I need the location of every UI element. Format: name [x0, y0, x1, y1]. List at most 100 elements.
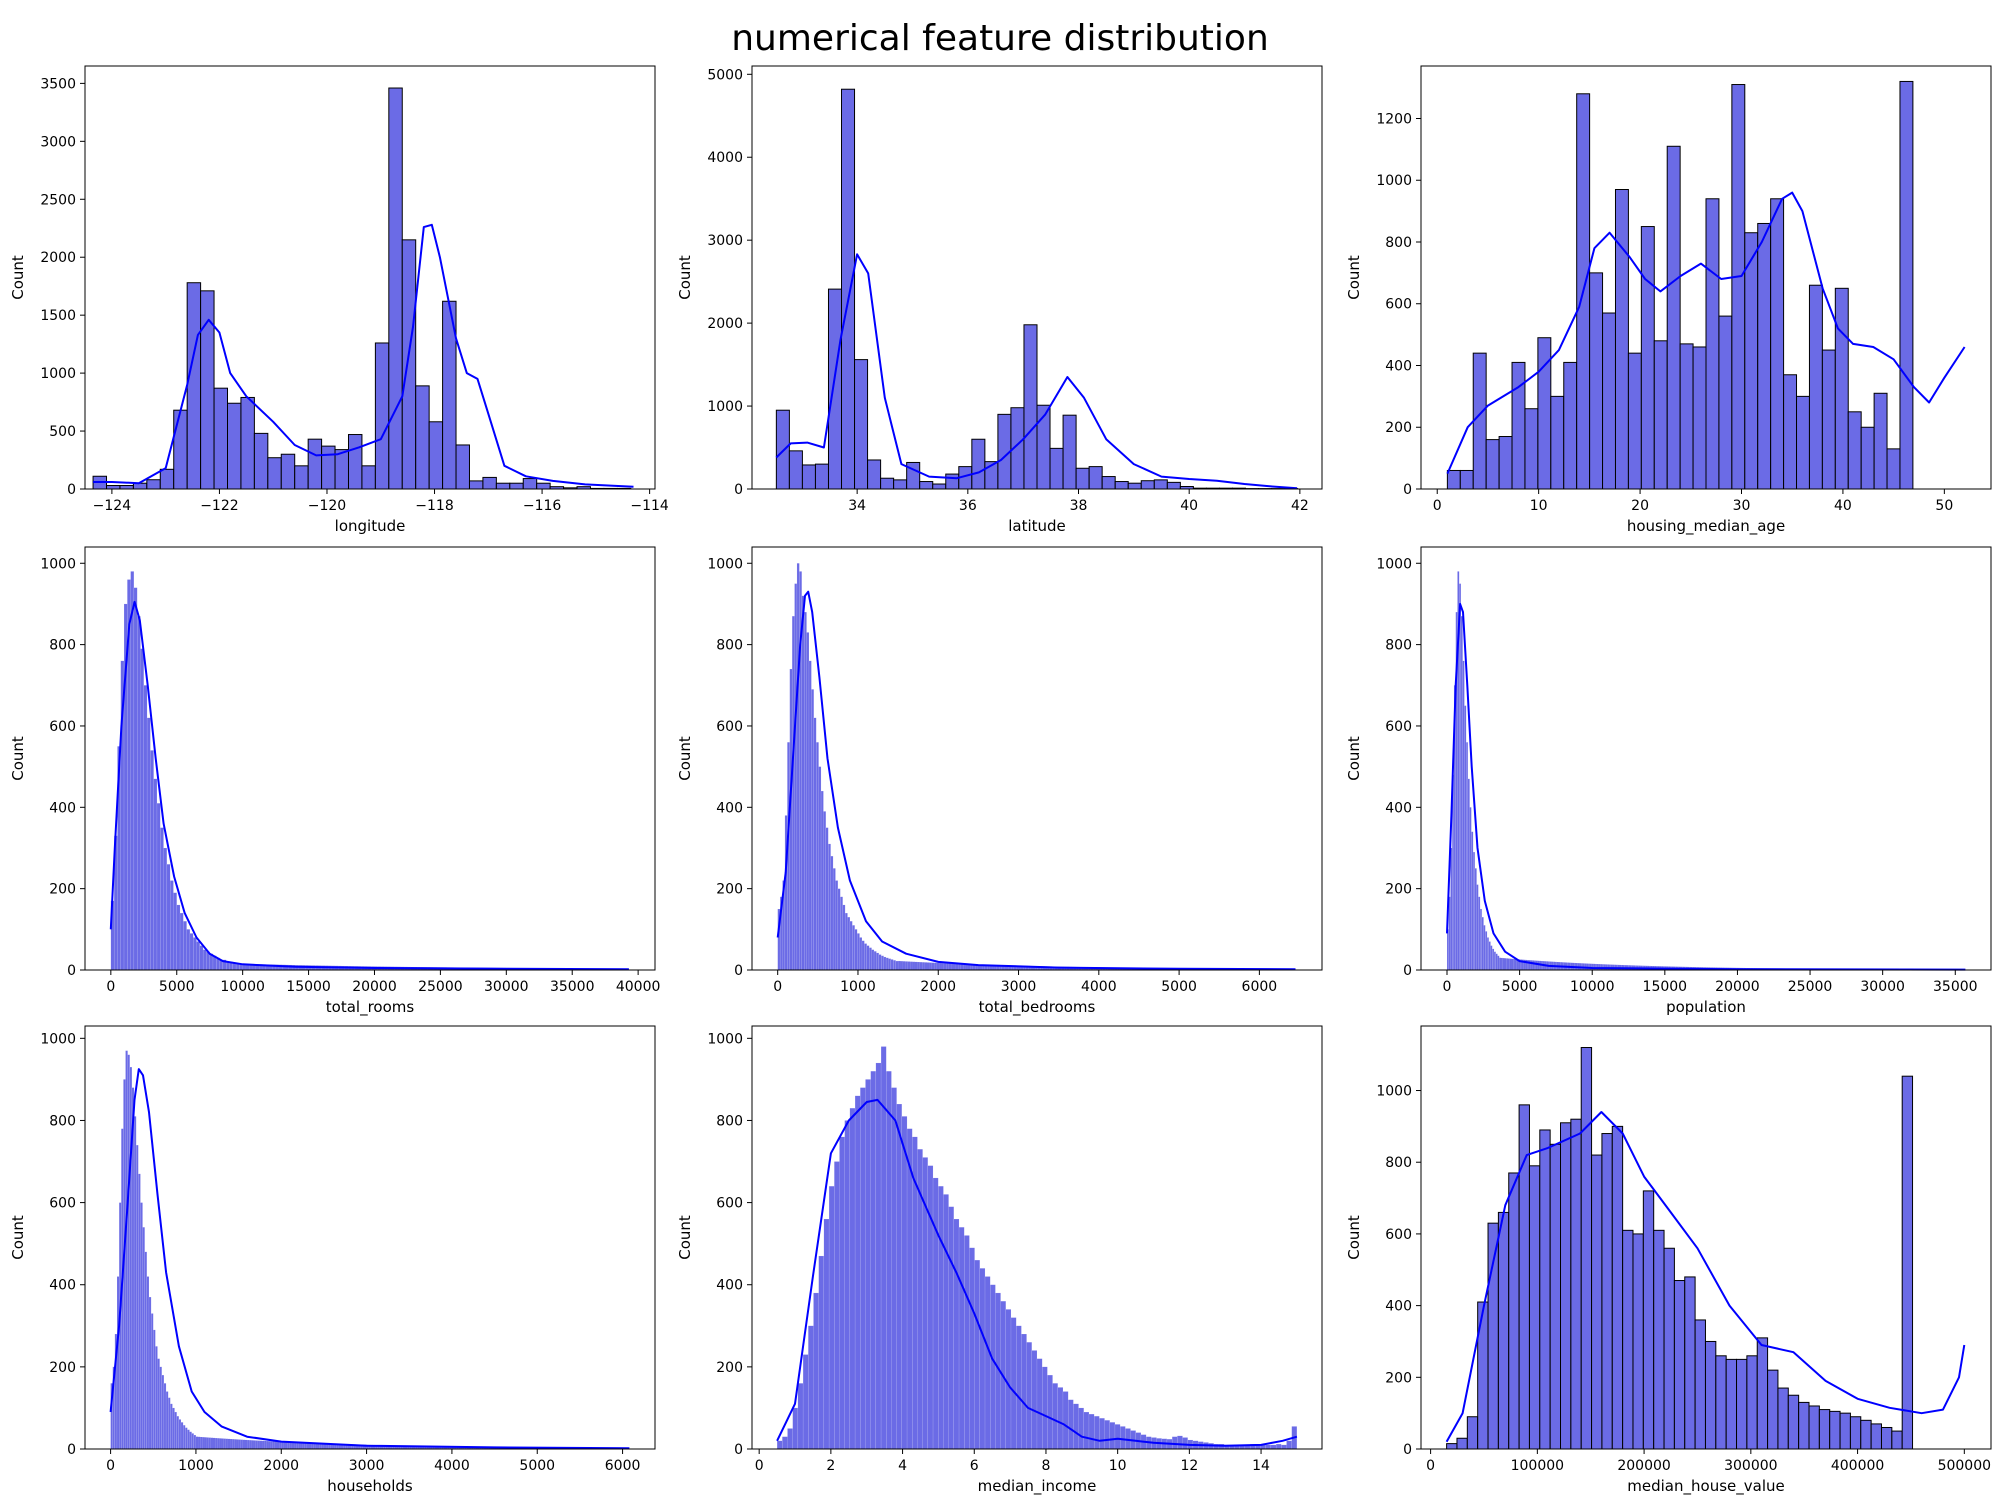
- histogram-tail-bar: [982, 964, 985, 970]
- histogram-bar: [1464, 705, 1467, 971]
- histogram-bar: [1589, 272, 1604, 490]
- histogram-bar: [813, 717, 817, 971]
- histogram-bar: [1757, 222, 1772, 490]
- histogram-bar: [878, 954, 882, 971]
- histogram-bar: [1524, 408, 1539, 490]
- histogram-tail-bar: [306, 1442, 309, 1449]
- y-axis-label: Count: [676, 736, 694, 781]
- histogram-tail-bar: [355, 1444, 359, 1449]
- histogram-bar: [1563, 361, 1578, 490]
- plot-frame: [751, 65, 1323, 490]
- y-tick-label: 200: [716, 1360, 743, 1376]
- chart-panel-median-income: 0 2 4 6 8 10 12 14 0 200 400 600 800 1000 median_incom…: [676, 1025, 1323, 1496]
- x-tick-label: 1000: [178, 1458, 214, 1474]
- histogram-tail-bar: [383, 1445, 386, 1449]
- histogram-bar: [802, 1354, 809, 1450]
- y-tick-label: 600: [1385, 719, 1412, 735]
- histogram-bar: [138, 1173, 141, 1450]
- histogram-tail-bar: [370, 1444, 373, 1449]
- histogram-tail-bar: [264, 1440, 267, 1449]
- histogram-bar: [1787, 1394, 1800, 1450]
- x-axis-label: total_rooms: [326, 998, 415, 1017]
- histogram-bar: [842, 904, 846, 971]
- histogram-tail-bar: [1589, 963, 1592, 970]
- histogram-tail-bar: [963, 963, 966, 970]
- histogram-bar: [536, 482, 551, 490]
- histogram-bar: [509, 482, 524, 490]
- histogram-bar: [1549, 1143, 1562, 1450]
- histogram-bar: [849, 921, 853, 971]
- histogram-tail-bar: [249, 1440, 252, 1449]
- histogram-bar: [1705, 198, 1720, 490]
- histogram-bar: [176, 904, 181, 971]
- histogram-bar: [1602, 312, 1616, 490]
- histogram-bar: [155, 1346, 158, 1450]
- x-tick-label: 30000: [1860, 979, 1905, 995]
- histogram-tail-bar: [255, 1440, 258, 1449]
- histogram-bar: [1073, 1403, 1079, 1450]
- histogram-bar: [361, 465, 376, 490]
- histogram-bar: [1047, 1374, 1053, 1450]
- histogram-bar: [1829, 1410, 1841, 1450]
- histogram-bar: [189, 1431, 192, 1450]
- histogram-tail-bar: [1588, 963, 1590, 970]
- histogram-tail-bar: [212, 1437, 216, 1449]
- histogram-bar: [932, 1177, 939, 1450]
- histogram-tail-bar: [955, 963, 959, 970]
- histogram-bar: [1511, 361, 1526, 490]
- y-tick-label: 200: [49, 882, 76, 898]
- histogram-tail-bar: [1006, 965, 1009, 970]
- y-axis-label: Count: [1345, 255, 1363, 300]
- histogram-bar: [881, 955, 884, 971]
- histogram-bar: [776, 1440, 783, 1450]
- histogram-bar: [830, 855, 834, 971]
- x-tick-label: 20: [1631, 498, 1649, 514]
- plot-frame: [1420, 65, 1992, 490]
- histogram-tail-bar: [987, 964, 990, 970]
- histogram-tail-bar: [287, 1442, 290, 1449]
- x-tick-label: 4000: [434, 1458, 470, 1474]
- histogram-tail-bar: [948, 963, 952, 970]
- y-tick-label: 200: [716, 882, 743, 898]
- histogram-tail-bar: [1030, 966, 1033, 970]
- histogram-bar: [906, 1128, 913, 1450]
- histogram-bar: [867, 459, 882, 490]
- histogram-bar: [1899, 80, 1914, 490]
- histogram-bar: [865, 1079, 871, 1450]
- histogram-bar: [919, 481, 934, 490]
- histogram-tail-bar: [244, 1439, 248, 1449]
- histogram-tail-bar: [223, 1438, 226, 1449]
- histogram-tail-bar: [1520, 959, 1522, 970]
- histogram-tail-bar: [1511, 958, 1514, 970]
- x-tick-label: 40: [1834, 498, 1852, 514]
- histogram-bar: [1725, 1358, 1738, 1450]
- histogram-bar: [841, 88, 856, 490]
- histogram-bar: [1839, 1412, 1851, 1450]
- x-tick-label: 3000: [349, 1458, 385, 1474]
- histogram-bar: [871, 949, 875, 971]
- histogram-tail-bar: [257, 1440, 260, 1449]
- histogram-bar: [1036, 1358, 1043, 1450]
- histogram-bar: [1448, 896, 1451, 971]
- histogram-tail-bar: [245, 963, 250, 970]
- histogram-bar: [146, 717, 151, 971]
- histogram-bar: [428, 421, 444, 490]
- histogram-bar: [837, 888, 841, 971]
- histogram-tail-bar: [396, 1445, 399, 1449]
- y-tick-label: 0: [1403, 482, 1412, 498]
- histogram-tail-bar: [234, 1439, 237, 1449]
- histogram-bar: [1715, 1355, 1727, 1450]
- histogram-tail-bar: [419, 1445, 423, 1449]
- histogram-bar: [1666, 145, 1681, 490]
- histogram-tail-bar: [195, 1436, 199, 1449]
- histogram-tail-bar: [387, 1445, 391, 1449]
- histogram-bar: [927, 1165, 934, 1450]
- plot-frame: [1420, 546, 1992, 971]
- histogram-bar: [888, 958, 892, 971]
- histogram-bar: [170, 1403, 173, 1450]
- kde-curve: [1445, 1111, 1966, 1443]
- kde-curve: [93, 223, 634, 488]
- histogram-bar: [1478, 896, 1481, 971]
- histogram-bar: [1474, 868, 1477, 971]
